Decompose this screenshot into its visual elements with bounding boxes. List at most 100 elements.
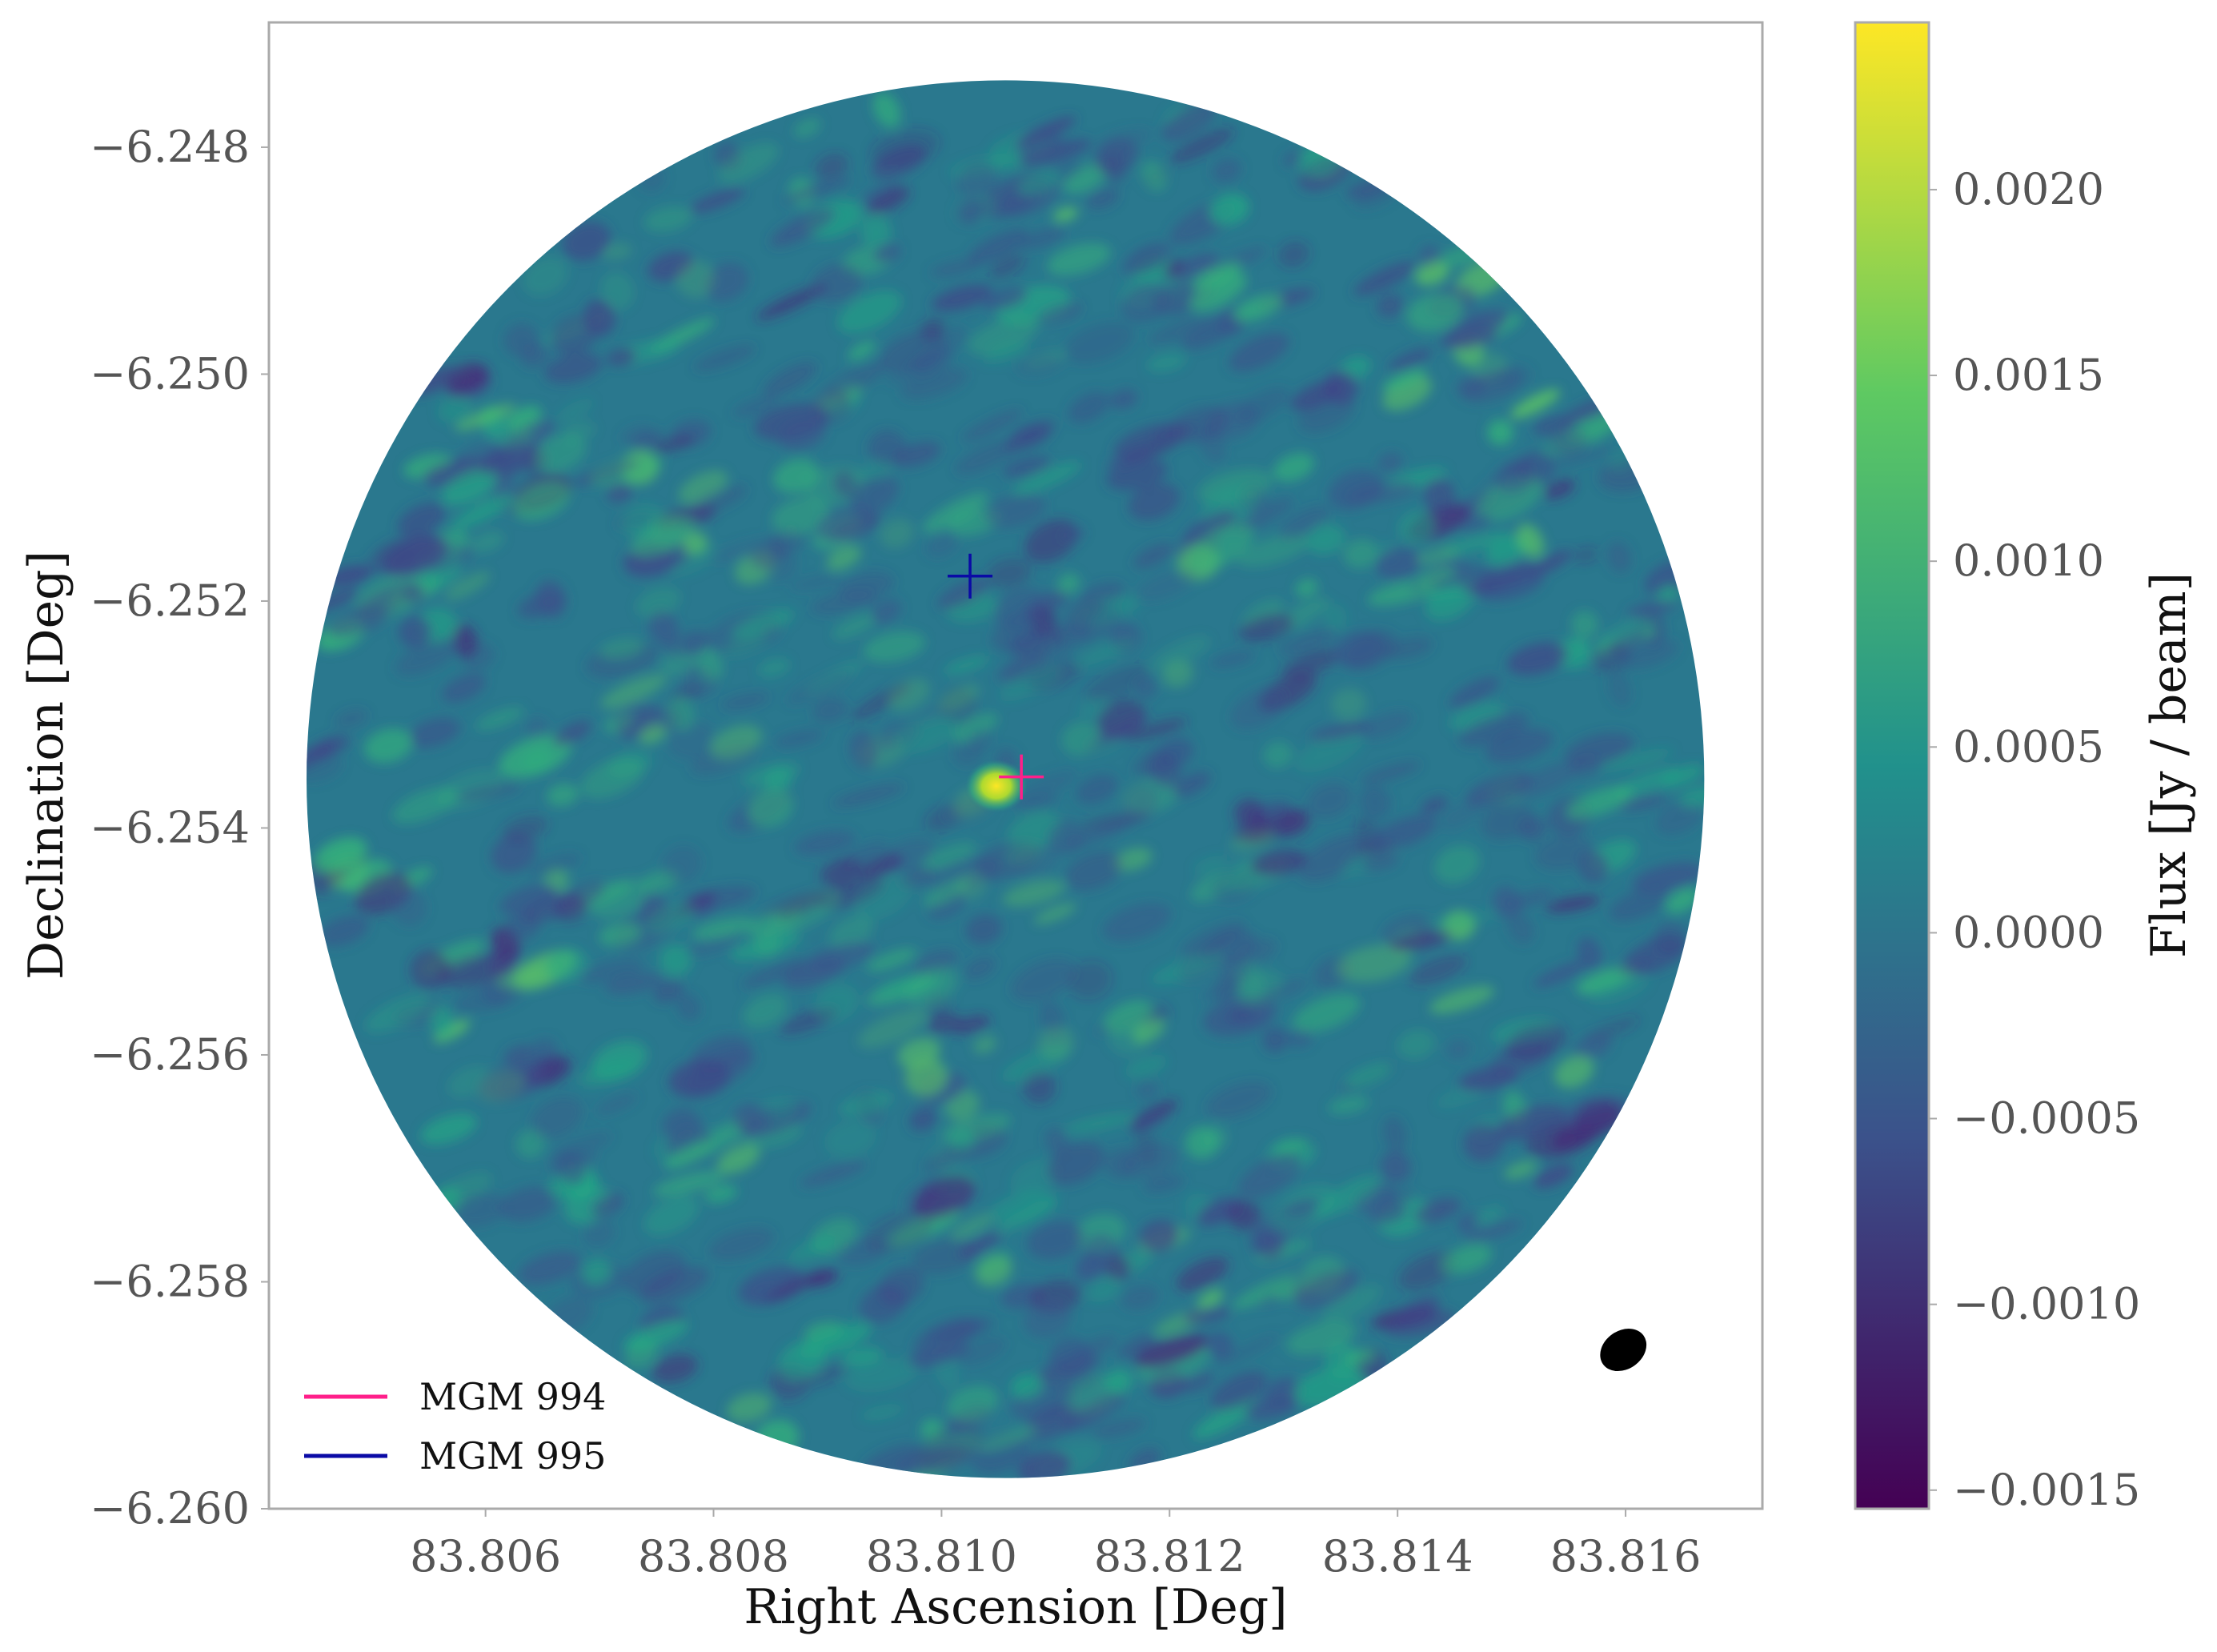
noise-blob	[948, 1129, 976, 1151]
noise-blob	[1489, 364, 1532, 390]
noise-blob	[772, 497, 830, 535]
noise-blob	[732, 609, 794, 640]
noise-blob	[1245, 1396, 1298, 1420]
marker-mgm-994	[999, 754, 1044, 800]
noise-blob	[1595, 616, 1654, 648]
noise-blob	[579, 1058, 638, 1087]
noise-blob	[1044, 1127, 1069, 1155]
noise-blob	[1015, 794, 1059, 811]
noise-blob	[1047, 243, 1111, 276]
noise-blob	[1117, 1334, 1156, 1359]
peak-source-blob	[964, 759, 1028, 814]
noise-blob	[1413, 1197, 1461, 1223]
noise-blob	[1079, 812, 1149, 831]
legend-label-1: MGM 995	[419, 1434, 606, 1478]
legend: MGM 994 MGM 995	[304, 1375, 606, 1478]
noise-blob	[867, 186, 910, 215]
noise-blob	[1047, 820, 1084, 855]
noise-blob	[1064, 851, 1124, 891]
x-tick-label: 83.812	[1094, 1531, 1245, 1582]
noise-blob	[1330, 688, 1367, 720]
noise-blob	[600, 674, 667, 708]
colorbar-tick-label: 0.0020	[1953, 164, 2104, 215]
noise-blob	[968, 316, 1039, 355]
noise-blob	[710, 724, 763, 759]
x-tick-label: 83.806	[410, 1531, 561, 1582]
noise-blob	[878, 1266, 924, 1307]
noise-blob	[1017, 1450, 1072, 1478]
noise-blob	[1076, 639, 1137, 666]
noise-blob	[694, 345, 756, 371]
noise-blob	[1360, 761, 1421, 784]
noise-blob	[395, 638, 459, 676]
noise-blob	[1076, 774, 1118, 804]
colorbar-ticks: −0.0015 −0.0010 −0.0005 0.0000 0.0005 0.0010 0…	[1929, 164, 2140, 1515]
noise-blob	[310, 734, 350, 760]
noise-blob	[1234, 387, 1290, 424]
noise-blob	[1534, 834, 1594, 871]
noise-blob	[513, 481, 571, 520]
noise-blob	[1573, 1032, 1613, 1061]
noise-blob	[704, 262, 748, 302]
noise-blob	[591, 1193, 624, 1217]
noise-blob	[1369, 815, 1437, 851]
noise-blob	[1237, 1153, 1301, 1198]
noise-blob	[824, 1120, 876, 1158]
noise-blob	[437, 396, 474, 423]
noise-blob	[546, 783, 579, 807]
noise-blob	[1017, 170, 1060, 196]
noise-blob	[848, 340, 876, 361]
noise-blob	[392, 787, 459, 824]
noise-blob	[837, 291, 902, 334]
x-tick-label: 83.810	[866, 1531, 1017, 1582]
noise-blob	[426, 544, 475, 572]
noise-blob	[1192, 263, 1241, 290]
noise-blob	[689, 188, 745, 213]
noise-blob	[1061, 721, 1100, 756]
noise-blob	[1574, 1099, 1624, 1135]
noise-blob	[1197, 1289, 1224, 1309]
noise-blob	[603, 243, 632, 260]
noise-blob	[1101, 152, 1126, 185]
noise-blob	[805, 1270, 840, 1287]
noise-blob	[961, 409, 1024, 442]
noise-blob	[1679, 786, 1705, 808]
noise-blob	[1121, 283, 1172, 323]
noise-blob	[1170, 253, 1219, 279]
noise-blob	[499, 735, 571, 779]
noise-blob	[1618, 639, 1679, 670]
noise-blob	[583, 1219, 615, 1248]
noise-blob	[1306, 782, 1353, 820]
y-tick-label: −6.254	[90, 802, 250, 852]
noise-blob	[1382, 1116, 1407, 1153]
noise-blob	[588, 455, 663, 487]
noise-blob	[692, 484, 748, 515]
noise-blob	[811, 263, 864, 303]
noise-blob	[1343, 539, 1378, 569]
noise-blob	[1209, 194, 1249, 226]
y-tick-label: −6.258	[90, 1256, 250, 1306]
noise-blob	[491, 832, 537, 873]
noise-blob	[1333, 631, 1386, 668]
noise-blob	[1232, 1274, 1299, 1309]
noise-blob	[863, 631, 926, 663]
x-axis-label: Right Ascension [Deg]	[744, 1579, 1287, 1635]
x-tick-label: 83.814	[1322, 1531, 1473, 1582]
noise-blob	[648, 512, 684, 550]
noise-blob	[757, 658, 791, 678]
noise-blob	[452, 984, 526, 1013]
noise-blob	[794, 830, 856, 856]
noise-blob	[718, 142, 780, 183]
noise-blob	[1216, 1333, 1280, 1368]
noise-blob	[1010, 770, 1077, 804]
noise-blob	[1389, 930, 1453, 952]
noise-blob	[1105, 1369, 1133, 1394]
noise-blob	[1190, 272, 1247, 311]
noise-blob	[1181, 1371, 1214, 1393]
noise-blob	[800, 1161, 867, 1187]
noise-blob	[1545, 896, 1601, 912]
noise-blob	[648, 609, 679, 646]
noise-blob	[639, 1266, 709, 1305]
noise-blob	[871, 599, 902, 624]
